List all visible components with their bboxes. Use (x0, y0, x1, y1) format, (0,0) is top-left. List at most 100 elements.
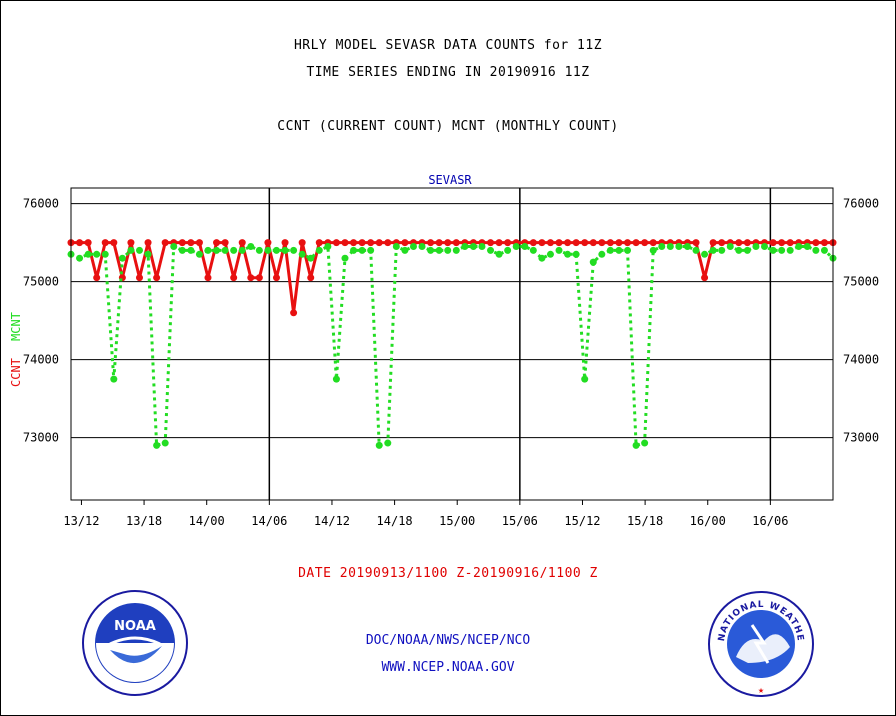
noaa-logo-text: NOAA (114, 619, 156, 634)
x-tick-label: 16/06 (752, 514, 788, 528)
point-mcnt (615, 246, 623, 254)
point-mcnt (135, 246, 143, 254)
point-mcnt (683, 243, 691, 250)
point-mcnt (452, 246, 460, 254)
point-mcnt (418, 243, 426, 250)
point-mcnt (76, 254, 84, 262)
point-mcnt (778, 246, 786, 254)
point-ccnt (384, 239, 392, 247)
point-ccnt (555, 239, 563, 247)
point-mcnt (624, 246, 632, 254)
date-range: DATE 20190913/1100 Z-20190916/1100 Z (298, 566, 598, 581)
point-ccnt (624, 239, 632, 247)
point-mcnt (298, 250, 306, 258)
point-ccnt (546, 239, 554, 247)
point-mcnt (238, 246, 246, 254)
point-mcnt (726, 243, 734, 250)
point-ccnt (820, 239, 828, 247)
point-ccnt (538, 239, 546, 247)
point-mcnt (204, 246, 212, 254)
point-ccnt (76, 239, 84, 247)
point-mcnt (555, 246, 563, 254)
point-ccnt (778, 239, 786, 247)
point-ccnt (315, 239, 323, 247)
point-ccnt (101, 239, 109, 247)
point-mcnt (255, 246, 263, 254)
point-ccnt (589, 239, 597, 247)
point-ccnt (572, 239, 580, 247)
point-ccnt (709, 239, 717, 247)
point-ccnt (718, 239, 726, 247)
x-tick-label: 13/18 (126, 514, 162, 528)
point-mcnt (170, 243, 178, 250)
point-ccnt (606, 239, 614, 247)
x-tick-label: 14/18 (377, 514, 413, 528)
x-tick-label: 16/00 (690, 514, 726, 528)
point-mcnt (247, 243, 255, 250)
point-mcnt (118, 254, 126, 262)
point-mcnt (127, 246, 135, 254)
point-mcnt (101, 250, 109, 258)
x-tick-label: 15/18 (627, 514, 663, 528)
point-ccnt (110, 239, 118, 247)
point-mcnt (324, 243, 332, 250)
point-ccnt (298, 239, 306, 247)
axis-layer: 73000 73000 74000 74000 75000 75000 76000 76000… (23, 187, 879, 528)
point-ccnt (564, 239, 572, 247)
point-ccnt (701, 274, 709, 282)
point-ccnt (221, 239, 229, 247)
point-ccnt (812, 239, 820, 247)
y-tick-label-right: 73000 (843, 431, 879, 445)
point-mcnt (521, 243, 529, 250)
point-mcnt (367, 246, 375, 254)
point-ccnt (204, 274, 212, 282)
point-mcnt (529, 246, 537, 254)
point-mcnt (221, 246, 229, 254)
point-mcnt (272, 246, 280, 254)
point-mcnt (649, 246, 657, 254)
point-mcnt (281, 246, 289, 254)
point-mcnt (641, 439, 649, 447)
y-tick-label-left: 75000 (23, 275, 59, 289)
point-ccnt (161, 239, 169, 247)
point-mcnt (589, 258, 597, 266)
point-ccnt (786, 239, 794, 247)
point-mcnt (512, 243, 520, 250)
point-ccnt (692, 239, 700, 247)
point-mcnt (461, 243, 469, 250)
point-mcnt (187, 246, 195, 254)
point-mcnt (341, 254, 349, 262)
point-ccnt (358, 239, 366, 247)
chart-subtitle: TIME SERIES ENDING IN 20190916 11Z (306, 65, 590, 80)
point-ccnt (187, 239, 195, 247)
point-mcnt (469, 243, 477, 250)
point-ccnt (135, 274, 143, 282)
point-mcnt (110, 375, 118, 383)
point-ccnt (350, 239, 358, 247)
point-ccnt (238, 239, 246, 247)
point-ccnt (641, 239, 649, 247)
point-mcnt (409, 243, 417, 250)
point-ccnt (581, 239, 589, 247)
point-mcnt (153, 441, 161, 449)
x-tick-label: 14/00 (189, 514, 225, 528)
point-mcnt (564, 250, 572, 258)
point-ccnt (444, 239, 452, 247)
point-ccnt (427, 239, 435, 247)
website-link[interactable]: WWW.NCEP.NOAA.GOV (381, 660, 515, 675)
point-ccnt (487, 239, 495, 247)
point-mcnt (435, 246, 443, 254)
point-mcnt (358, 246, 366, 254)
point-ccnt (743, 239, 751, 247)
point-ccnt (247, 274, 255, 282)
point-mcnt (692, 246, 700, 254)
y-tick-label-right: 74000 (843, 353, 879, 367)
series-line-ccnt (71, 241, 833, 315)
point-mcnt (444, 246, 452, 254)
point-mcnt (427, 246, 435, 254)
x-tick-label: 15/06 (502, 514, 538, 528)
point-ccnt (504, 239, 512, 247)
point-mcnt (332, 375, 340, 383)
nws-logo: NATIONAL WEATHER SERVICE ★ (706, 589, 814, 697)
point-ccnt (307, 274, 315, 282)
